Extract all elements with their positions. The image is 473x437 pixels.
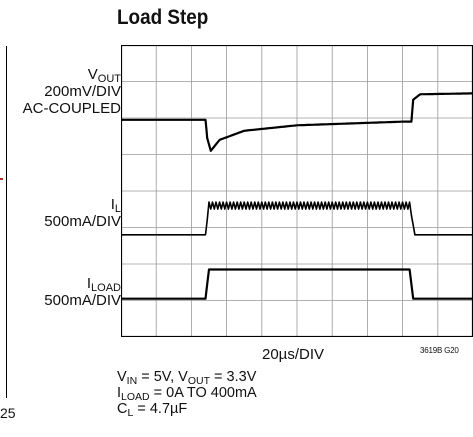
cond2-a: I xyxy=(117,385,122,401)
il-scale: 500mA/DIV xyxy=(44,213,121,230)
cond1-a: V xyxy=(117,369,127,385)
scope-grid xyxy=(121,45,473,337)
iload-scale: 500mA/DIV xyxy=(44,292,121,309)
neighbor-plot-mark xyxy=(0,178,3,180)
scope-traces xyxy=(121,92,473,300)
trace-il xyxy=(121,201,473,236)
cond1-b: = 5V, V xyxy=(137,369,188,385)
vout-scale: 200mV/DIV xyxy=(44,83,121,100)
figure-id: 3619B G20 xyxy=(420,346,459,355)
iload-sub: LOAD xyxy=(91,282,121,294)
scope-plot xyxy=(121,45,473,337)
il-label: IL 500mA/DIV xyxy=(44,196,121,230)
cond1-b-sub: OUT xyxy=(187,375,211,387)
cond3-a-sub: L xyxy=(127,407,134,419)
iload-name: I xyxy=(86,275,92,292)
vout-label: VOUT 200mV/DIV AC-COUPLED xyxy=(23,66,121,117)
cond2-b: = 0A TO 400mA xyxy=(149,385,257,401)
condition-line-2: ILOAD = 0A TO 400mA xyxy=(117,385,257,403)
x-axis-label: 20µs/DIV xyxy=(262,346,324,363)
condition-line-1: VIN = 5V, VOUT = 3.3V xyxy=(117,369,257,387)
vout-sub: OUT xyxy=(97,73,121,85)
trace-iload xyxy=(121,268,473,300)
neighbor-plot-edge xyxy=(6,46,7,398)
il-sub: L xyxy=(114,203,121,215)
condition-line-3: CL = 4.7µF xyxy=(117,401,188,419)
chart-title: Load Step xyxy=(117,6,209,29)
cond2-a-sub: LOAD xyxy=(121,391,150,403)
neighbor-tick-label: 25 xyxy=(0,405,16,421)
cond1-c: = 3.3V xyxy=(210,369,257,385)
vout-name: V xyxy=(87,66,98,83)
cond3-a: C xyxy=(117,401,128,417)
cond3-b: = 4.7µF xyxy=(133,401,188,417)
vout-note: AC-COUPLED xyxy=(22,100,121,117)
cond1-a-sub: IN xyxy=(126,375,138,387)
il-name: I xyxy=(110,196,115,213)
iload-label: ILOAD 500mA/DIV xyxy=(44,275,121,309)
trace-vout xyxy=(121,92,473,152)
